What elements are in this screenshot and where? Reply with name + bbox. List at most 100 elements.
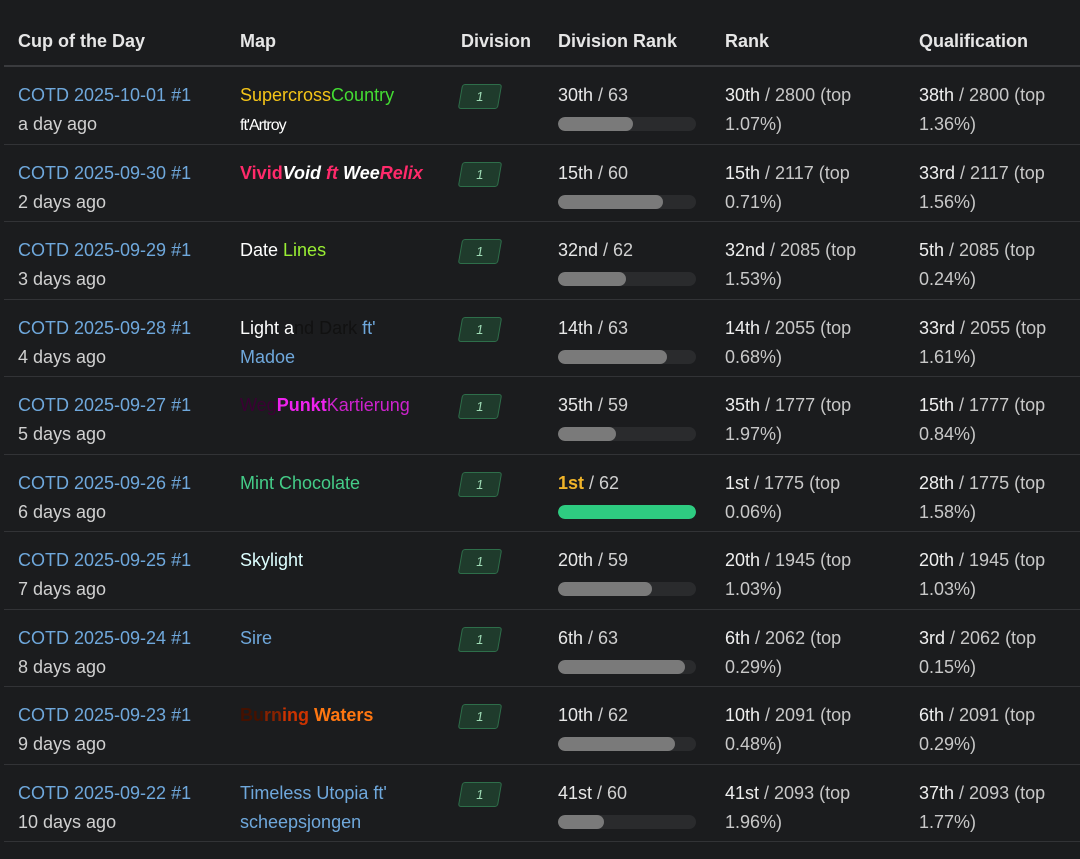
map-link[interactable]: Light and Dark ft' xyxy=(240,314,440,343)
cup-cell: COTD 2025-09-28 #1 4 days ago xyxy=(18,314,191,372)
rank-percentile: 0.06%) xyxy=(725,501,783,522)
rank-position: 10th xyxy=(725,705,761,725)
map-name-segment: Weg xyxy=(240,395,277,415)
map-link-continued[interactable]: Madoe xyxy=(240,343,440,372)
relative-date: 2 days ago xyxy=(18,191,107,212)
rank-total: / 2062 (top xyxy=(750,627,842,648)
map-link[interactable]: VividVoid ft WeeRelix xyxy=(240,159,440,188)
map-cell: Mint Chocolate xyxy=(240,469,440,498)
map-name-segment: Timeless Utopia ft' xyxy=(240,782,387,803)
division-badge[interactable]: 1 xyxy=(457,84,503,109)
map-name-segment: rn xyxy=(264,705,282,725)
cotd-link[interactable]: COTD 2025-09-26 #1 xyxy=(18,472,192,493)
qualification-position: 38th xyxy=(919,85,955,105)
cotd-link[interactable]: COTD 2025-09-27 #1 xyxy=(18,395,192,415)
division-rank-position: 41st xyxy=(558,782,593,803)
division-cell: 1 xyxy=(457,316,503,342)
map-cell: Burning Waters xyxy=(240,701,440,730)
division-rank-bar-fill xyxy=(558,117,633,131)
map-name-segment: Punkt xyxy=(276,395,327,415)
qualification-position: 20th xyxy=(919,550,955,570)
map-cell: Timeless Utopia ft' scheepsjongen xyxy=(240,779,440,837)
qualification-cell: 15th / 1777 (top 0.84%) xyxy=(919,391,1080,449)
division-badge[interactable]: 1 xyxy=(457,471,503,497)
division-cell: 1 xyxy=(457,84,503,109)
division-rank-cell: 20th / 59 xyxy=(558,546,698,596)
cup-cell: COTD 2025-09-23 #1 9 days ago xyxy=(18,701,191,759)
division-rank-bar xyxy=(558,504,696,519)
map-link[interactable]: Mint Chocolate xyxy=(240,469,440,498)
map-link[interactable]: Timeless Utopia ft' xyxy=(240,779,440,808)
division-rank-bar xyxy=(558,814,696,829)
cotd-link[interactable]: COTD 2025-09-30 #1 xyxy=(18,162,192,183)
map-link-continued[interactable]: scheepsjongen xyxy=(240,808,440,837)
division-rank-total: / 62 xyxy=(584,472,620,493)
rank-percentile: 0.48%) xyxy=(725,734,783,754)
map-cell: Light and Dark ft' Madoe xyxy=(240,314,440,372)
division-rank-cell: 35th / 59 xyxy=(558,391,698,441)
division-badge[interactable]: 1 xyxy=(457,781,503,807)
map-link[interactable]: Burning Waters xyxy=(240,701,440,730)
cotd-link[interactable]: COTD 2025-09-29 #1 xyxy=(18,240,192,260)
rank-total: / 1775 (top xyxy=(749,472,841,493)
table-row: COTD 2025-09-23 #1 9 days ago Burning Wate… xyxy=(4,687,1080,765)
map-link-continued[interactable]: ft'Artroy xyxy=(240,110,440,140)
qualification-position: 28th xyxy=(919,472,955,493)
division-badge[interactable]: 1 xyxy=(457,626,503,652)
header-rank[interactable]: Rank xyxy=(725,31,770,51)
header-qualification[interactable]: Qualification xyxy=(919,31,1029,51)
map-link[interactable]: SupercrossCountry xyxy=(240,81,440,110)
rank-percentile: 1.96%) xyxy=(725,811,783,832)
cotd-link[interactable]: COTD 2025-09-28 #1 xyxy=(18,317,192,338)
map-link[interactable]: Date Lines xyxy=(240,236,440,265)
rank-total: / 2091 (top xyxy=(760,705,852,725)
rank-percentile: 1.97%) xyxy=(725,424,783,444)
division-badge[interactable]: 1 xyxy=(457,239,503,264)
qualification-position: 15th xyxy=(919,395,955,415)
rank-cell: 1st / 1775 (top 0.06%) xyxy=(725,469,895,527)
cotd-link[interactable]: COTD 2025-09-25 #1 xyxy=(18,550,192,570)
header-cup[interactable]: Cup of the Day xyxy=(18,31,146,51)
division-rank-position: 15th xyxy=(558,162,594,183)
division-badge[interactable]: 1 xyxy=(457,316,503,342)
qualification-total: / 2800 (top xyxy=(954,85,1046,105)
table-body: COTD 2025-10-01 #1 a day ago SupercrossCou… xyxy=(4,67,1080,842)
cup-cell: COTD 2025-09-24 #1 8 days ago xyxy=(18,624,191,682)
rank-percentile: 0.68%) xyxy=(725,346,783,367)
rank-position: 15th xyxy=(725,162,761,183)
header-division-rank[interactable]: Division Rank xyxy=(558,31,678,51)
qualification-position: 5th xyxy=(919,240,945,260)
rank-cell: 30th / 2800 (top 1.07%) xyxy=(725,81,895,139)
map-name-segment: Country xyxy=(331,85,395,105)
division-rank-bar xyxy=(558,194,696,209)
qualification-percentile: 1.36%) xyxy=(919,114,977,134)
map-link[interactable]: Skylight xyxy=(240,546,440,575)
map-link[interactable]: Sire xyxy=(240,624,440,653)
relative-date: 4 days ago xyxy=(18,346,107,367)
division-badge[interactable]: 1 xyxy=(457,161,503,187)
division-rank-bar-fill xyxy=(558,582,652,596)
map-link[interactable]: WegPunktKartierung xyxy=(240,391,440,420)
header-map[interactable]: Map xyxy=(240,31,276,51)
map-name-segment: ft xyxy=(326,162,344,183)
cotd-link[interactable]: COTD 2025-10-01 #1 xyxy=(18,85,192,105)
table-row: COTD 2025-09-27 #1 5 days ago WegPunktKart… xyxy=(4,377,1080,455)
division-badge[interactable]: 1 xyxy=(457,704,503,729)
rank-percentile: 1.03%) xyxy=(725,579,783,599)
qualification-percentile: 0.29%) xyxy=(919,734,977,754)
division-badge[interactable]: 1 xyxy=(457,394,503,419)
qualification-cell: 33rd / 2055 (top 1.61%) xyxy=(919,314,1080,372)
cup-cell: COTD 2025-09-27 #1 5 days ago xyxy=(18,391,191,449)
cup-cell: COTD 2025-10-01 #1 a day ago xyxy=(18,81,191,139)
rank-position: 1st xyxy=(725,472,750,493)
division-cell: 1 xyxy=(457,239,503,264)
table-row: COTD 2025-09-24 #1 8 days ago Sire 1 6th / 6… xyxy=(4,610,1080,687)
division-rank-bar xyxy=(558,582,696,596)
cup-cell: COTD 2025-09-25 #1 7 days ago xyxy=(18,546,191,604)
cotd-link[interactable]: COTD 2025-09-23 #1 xyxy=(18,705,192,725)
division-badge[interactable]: 1 xyxy=(457,549,503,574)
header-division[interactable]: Division xyxy=(461,31,532,51)
division-rank-bar xyxy=(558,737,696,751)
cotd-link[interactable]: COTD 2025-09-22 #1 xyxy=(18,782,192,803)
cotd-link[interactable]: COTD 2025-09-24 #1 xyxy=(18,627,192,648)
